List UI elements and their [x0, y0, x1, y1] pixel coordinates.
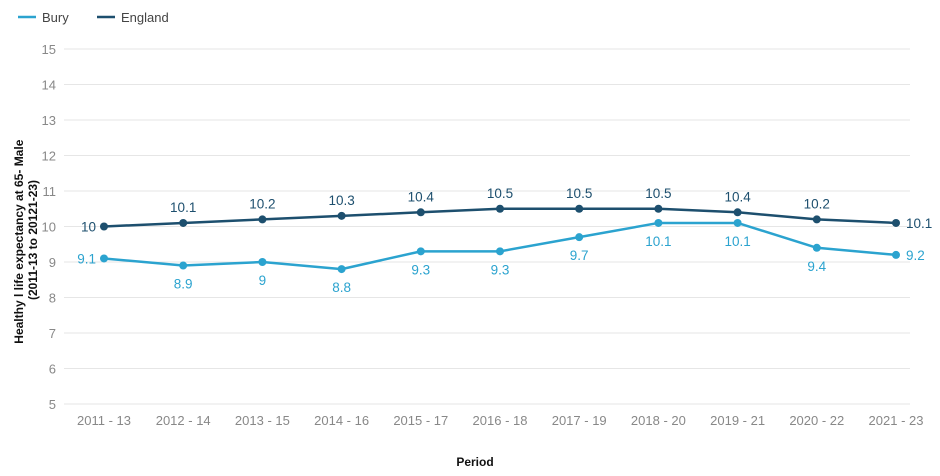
y-axis-title: Healthy l life expectancy at 65- Male (2…: [12, 136, 40, 343]
y-tick-label: 12: [42, 149, 56, 164]
data-point-bury[interactable]: [733, 218, 742, 227]
data-point-england[interactable]: [733, 208, 742, 217]
y-tick-label: 8: [49, 291, 56, 306]
data-label-england: 10: [81, 220, 96, 235]
x-tick-label: 2020 - 22: [789, 413, 844, 428]
legend-label: Bury: [42, 10, 69, 25]
x-tick-label: 2018 - 20: [631, 413, 686, 428]
data-point-england[interactable]: [100, 222, 108, 231]
y-axis-title-line-2: (2011-13 to 20121-23): [26, 180, 40, 300]
data-label-england: 10.5: [566, 186, 592, 201]
data-point-bury[interactable]: [496, 247, 504, 256]
data-point-bury[interactable]: [258, 258, 267, 266]
y-tick-label: 11: [43, 184, 57, 199]
data-label-bury: 9.1: [77, 251, 96, 266]
data-label-bury: 9.3: [491, 262, 510, 277]
data-point-bury[interactable]: [892, 250, 900, 259]
series-group: [100, 204, 900, 274]
data-label-bury: 8.9: [174, 277, 193, 292]
x-tick-label: 2016 - 18: [473, 413, 528, 428]
y-tick-label: 5: [49, 397, 56, 412]
y-tick-label: 14: [42, 78, 56, 93]
data-label-england: 10.1: [906, 216, 932, 231]
data-label-england: 10.3: [328, 193, 354, 208]
data-point-england[interactable]: [179, 218, 188, 227]
data-label-bury: 10.1: [645, 234, 671, 249]
y-tick-label: 7: [49, 326, 56, 341]
data-label-bury: 8.8: [332, 280, 351, 295]
data-point-bury[interactable]: [100, 254, 108, 263]
x-tick-label: 2015 - 17: [393, 413, 448, 428]
data-point-england[interactable]: [258, 215, 267, 224]
data-point-england[interactable]: [654, 204, 663, 213]
data-label-england: 10.2: [804, 196, 830, 211]
data-point-england[interactable]: [337, 211, 346, 220]
data-labels: 10 10.1 10.2 10.3 10.4 10.5 10.5 10.5 10.4 10.2 10…: [77, 186, 932, 295]
data-label-bury: 9.2: [906, 248, 925, 263]
gridlines: [64, 48, 910, 405]
x-tick-label: 2021 - 23: [869, 413, 924, 428]
data-label-england: 10.5: [487, 186, 513, 201]
x-axis-ticks: 2011 - 13 2012 - 14 2013 - 15 2014 - 16 2015…: [77, 413, 923, 428]
data-point-bury[interactable]: [812, 243, 821, 252]
data-point-england[interactable]: [575, 204, 584, 213]
data-label-bury: 9: [259, 273, 267, 288]
data-point-bury[interactable]: [337, 265, 346, 274]
x-tick-label: 2013 - 15: [235, 413, 290, 428]
data-point-bury[interactable]: [654, 218, 663, 227]
x-tick-label: 2011 - 13: [77, 413, 131, 428]
legend-label: England: [121, 10, 169, 25]
y-axis-ticks: 5 6 7 8 9 10 11 12 13 14 15: [42, 42, 56, 412]
data-label-bury: 9.4: [807, 259, 826, 274]
x-tick-label: 2012 - 14: [156, 413, 211, 428]
data-label-bury: 10.1: [724, 234, 750, 249]
y-tick-label: 10: [42, 220, 56, 235]
data-point-bury[interactable]: [575, 233, 584, 242]
data-point-england[interactable]: [812, 215, 821, 224]
y-axis-title-line-1: Healthy l life expectancy at 65- Male: [12, 139, 26, 343]
legend: Bury England: [18, 10, 169, 25]
y-tick-label: 13: [42, 113, 56, 128]
data-point-england[interactable]: [416, 208, 425, 217]
data-label-england: 10.4: [408, 189, 435, 204]
data-point-england[interactable]: [892, 218, 900, 227]
x-tick-label: 2014 - 16: [314, 413, 369, 428]
data-point-bury[interactable]: [416, 247, 425, 256]
data-label-england: 10.2: [249, 196, 275, 211]
y-tick-label: 9: [49, 255, 56, 270]
data-label-england: 10.1: [170, 200, 196, 215]
data-point-england[interactable]: [496, 204, 504, 213]
data-label-england: 10.4: [724, 189, 751, 204]
y-tick-label: 15: [42, 42, 56, 57]
x-tick-label: 2017 - 19: [552, 413, 607, 428]
data-label-bury: 9.7: [570, 248, 589, 263]
x-axis-title: Period: [456, 455, 493, 469]
data-label-bury: 9.3: [411, 262, 430, 277]
y-tick-label: 6: [49, 362, 56, 377]
x-tick-label: 2019 - 21: [710, 413, 765, 428]
data-label-england: 10.5: [645, 186, 671, 201]
data-point-bury[interactable]: [179, 261, 188, 270]
